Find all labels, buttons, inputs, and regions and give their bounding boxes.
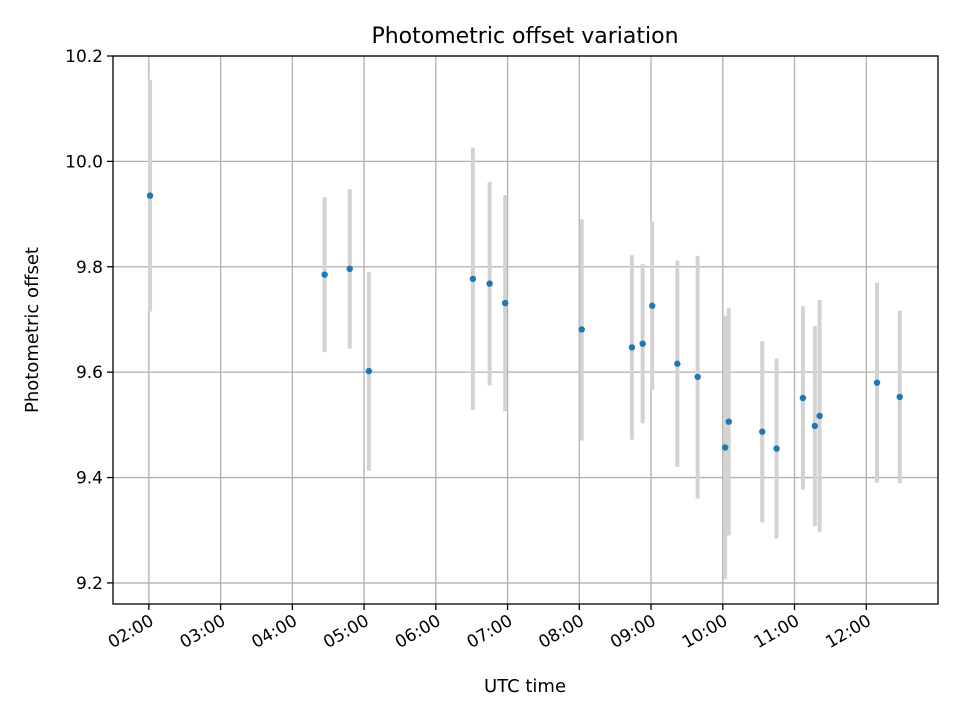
data-point [628,344,636,351]
data-point [694,373,701,381]
y-tick-label: 9.8 [76,258,103,278]
x-tick-label: 06:00 [392,611,444,653]
data-points [146,192,903,452]
x-axis-label: UTC time [484,676,566,697]
y-tick-label: 9.2 [76,574,103,594]
data-point [146,192,154,199]
data-point [759,428,766,435]
data-point [639,340,646,347]
x-tick-label: 12:00 [822,611,874,653]
x-tick-label: 08:00 [535,611,587,653]
y-tick-label: 10.2 [65,47,103,67]
data-point [321,271,328,278]
x-tick-label: 03:00 [177,611,229,653]
x-tick-label: 09:00 [607,611,659,653]
data-point [721,444,729,451]
x-tick-label: 04:00 [248,611,300,653]
data-point [469,275,477,283]
chart-title: Photometric offset variation [371,24,678,49]
x-tick-label: 10:00 [679,611,731,653]
x-tick-label: 02:00 [105,611,157,653]
data-point [873,379,881,386]
data-point [816,412,823,420]
data-point [649,302,656,309]
data-point [773,445,780,452]
data-point [365,367,373,375]
y-tick-label: 9.6 [76,363,103,383]
data-point [799,394,807,402]
y-tick-label: 9.4 [76,469,103,489]
y-axis-label: Photometric offset [22,247,43,413]
data-point [811,422,819,430]
x-tick-label: 05:00 [320,611,372,653]
data-point [578,326,585,333]
axis-ticks: 02:00 03:00 04:00 05:00 06:00 07:00 08:00 09:00… [65,47,875,653]
data-point [346,265,353,273]
data-point [501,299,509,307]
x-tick-label: 11:00 [751,611,803,653]
data-point [896,393,903,401]
error-bars [148,79,902,580]
data-point [674,360,681,367]
x-tick-label: 07:00 [464,611,516,653]
y-tick-label: 10.0 [65,152,103,172]
data-point [725,418,732,425]
plot-frame [112,55,939,605]
data-point [486,280,493,287]
